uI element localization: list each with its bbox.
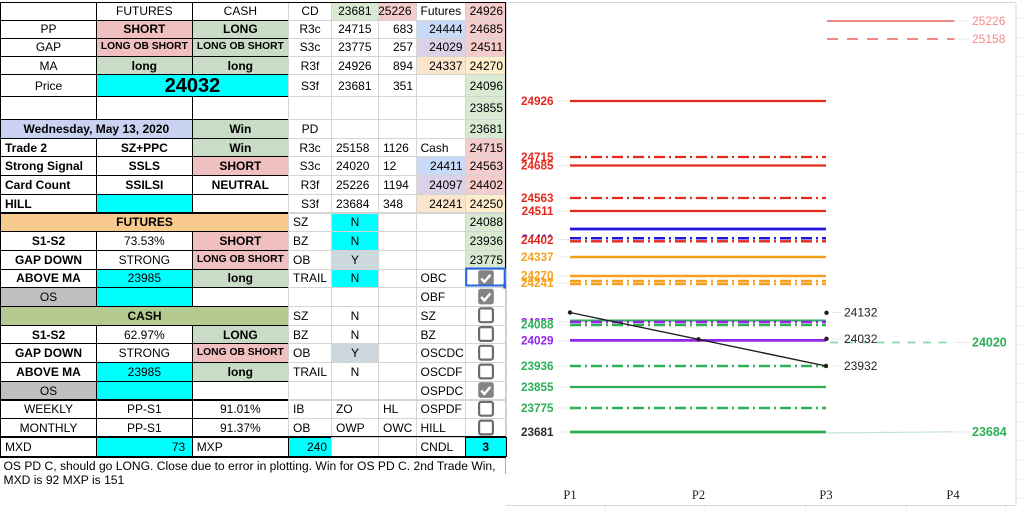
svg-text:24563: 24563 [521,192,554,205]
svg-text:23775: 23775 [521,402,554,415]
svg-text:23855: 23855 [521,381,554,394]
svg-text:23684: 23684 [972,425,1007,439]
svg-text:24926: 24926 [521,95,554,108]
svg-text:P1: P1 [563,488,576,502]
svg-text:24029: 24029 [521,334,554,347]
svg-text:24270: 24270 [521,270,554,283]
svg-text:25226: 25226 [972,14,1006,28]
svg-text:24511: 24511 [522,205,554,218]
svg-text:24097: 24097 [521,316,554,329]
svg-text:P3: P3 [819,488,832,502]
svg-text:24715: 24715 [521,151,554,164]
svg-text:24411: 24411 [522,233,554,246]
svg-text:24020: 24020 [972,336,1007,350]
svg-text:24032: 24032 [844,332,878,346]
svg-text:24088: 24088 [521,319,554,332]
svg-text:24250: 24250 [521,274,554,287]
svg-text:24402: 24402 [521,234,554,247]
svg-text:24132: 24132 [844,306,878,320]
svg-text:23681: 23681 [521,426,554,439]
svg-text:25158: 25158 [972,32,1006,46]
svg-text:24685: 24685 [521,160,554,173]
svg-text:P2: P2 [692,488,705,502]
svg-text:24241: 24241 [521,277,554,290]
svg-text:23936: 23936 [521,360,554,373]
svg-text:23932: 23932 [844,359,878,373]
svg-text:P4: P4 [946,488,960,502]
svg-text:24337: 24337 [521,251,554,264]
